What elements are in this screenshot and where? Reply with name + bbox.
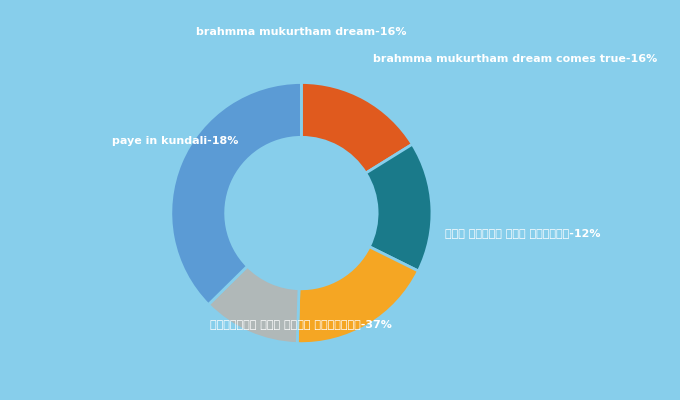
Wedge shape: [171, 82, 301, 305]
Text: गुन मिलान नाम द्वारा-12%: गुन मिलान नाम द्वारा-12%: [445, 228, 600, 238]
Text: paye in kundali-18%: paye in kundali-18%: [112, 136, 239, 146]
Text: कार्यों में बाधा ज्योतिष-37%: कार्यों में बाधा ज्योतिष-37%: [210, 319, 392, 329]
Text: brahmmа mukurtham dream-16%: brahmmа mukurtham dream-16%: [196, 27, 407, 37]
Wedge shape: [366, 144, 432, 271]
Text: brahmmа mukurtham dream comes true-16%: brahmmа mukurtham dream comes true-16%: [373, 54, 658, 64]
Wedge shape: [297, 247, 418, 344]
Wedge shape: [301, 82, 412, 173]
Wedge shape: [208, 266, 299, 344]
